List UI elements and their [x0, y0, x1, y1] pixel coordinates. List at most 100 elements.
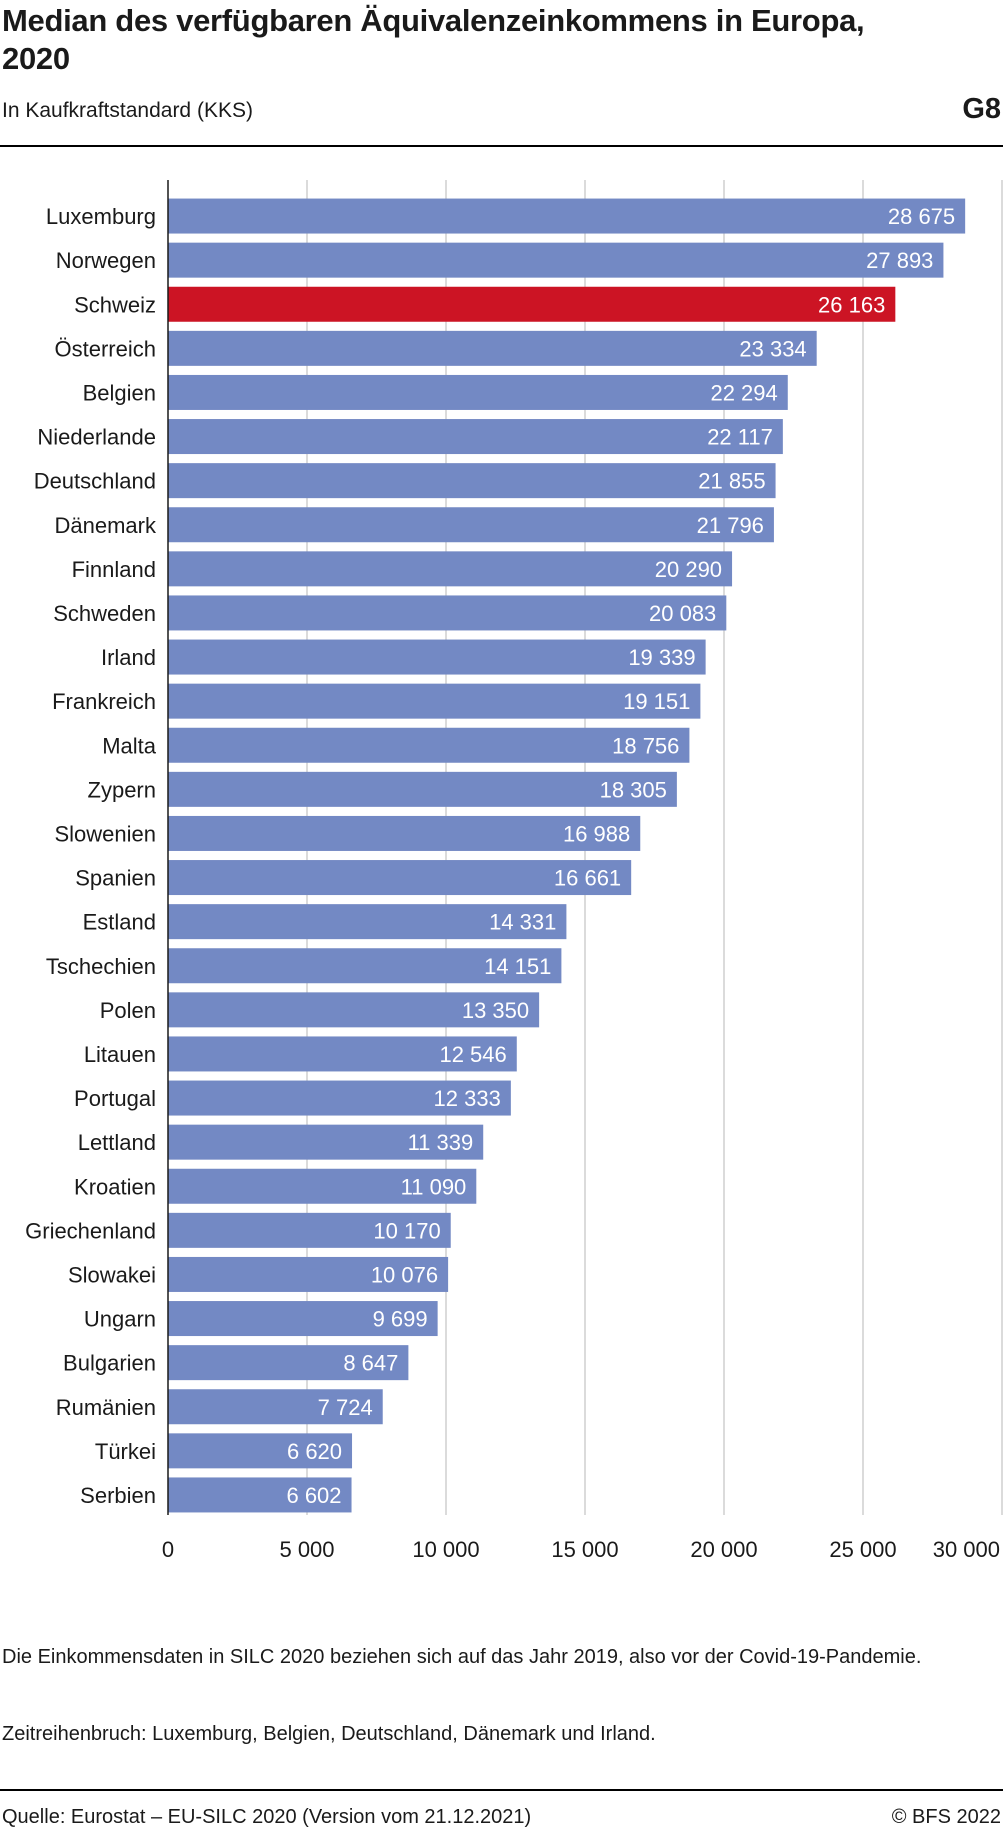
category-label: Irland	[101, 645, 156, 670]
category-label: Luxemburg	[46, 204, 156, 229]
value-label: 10 170	[373, 1218, 440, 1243]
bar-Bulgarien	[168, 1345, 409, 1381]
bar-Norwegen	[168, 242, 944, 278]
category-label: Dänemark	[55, 513, 157, 538]
bar-Griechenland	[168, 1212, 451, 1248]
bar-Portugal	[168, 1080, 511, 1116]
value-label: 10 076	[371, 1262, 438, 1287]
category-label: Schweiz	[74, 292, 156, 317]
category-label: Litauen	[84, 1042, 156, 1067]
category-label: Lettland	[78, 1130, 156, 1155]
category-label: Polen	[100, 998, 156, 1023]
bar-Zypern	[168, 771, 677, 807]
bar-Spanien	[168, 860, 632, 896]
category-label: Griechenland	[25, 1218, 156, 1243]
bar-Schweden	[168, 595, 727, 631]
bar-Malta	[168, 727, 690, 763]
bar-Luxemburg	[168, 198, 966, 234]
copyright-text: © BFS 2022	[891, 1806, 1001, 1828]
value-label: 23 334	[739, 336, 806, 361]
x-tick-label: 20 000	[690, 1537, 757, 1562]
x-tick-label: 25 000	[829, 1537, 896, 1562]
x-tick-label: 10 000	[412, 1537, 479, 1562]
bar-Kroatien	[168, 1168, 477, 1204]
category-label: Portugal	[74, 1086, 156, 1111]
x-tick-label: 5 000	[279, 1537, 334, 1562]
value-label: 9 699	[373, 1307, 428, 1332]
category-label: Tschechien	[46, 954, 156, 979]
category-label: Serbien	[80, 1483, 156, 1508]
note-covid: Die Einkommensdaten in SILC 2020 beziehe…	[2, 1646, 922, 1668]
value-label: 6 602	[286, 1483, 341, 1508]
category-label: Zypern	[88, 777, 156, 802]
bar-Schweiz	[168, 286, 896, 322]
category-label: Bulgarien	[63, 1351, 156, 1376]
value-label: 16 988	[563, 821, 630, 846]
value-label: 14 151	[484, 954, 551, 979]
bar-Finnland	[168, 551, 733, 587]
category-label: Finnland	[72, 557, 156, 582]
value-label: 11 339	[408, 1130, 474, 1155]
bar-Irland	[168, 639, 706, 675]
value-label: 20 083	[649, 601, 716, 626]
value-label: 13 350	[462, 998, 529, 1023]
note-timeseries-break: Zeitreihenbruch: Luxemburg, Belgien, Deu…	[2, 1723, 656, 1745]
value-label: 28 675	[888, 204, 955, 229]
bar-Serbien	[168, 1477, 352, 1513]
bar-Slowakei	[168, 1256, 449, 1292]
x-tick-label: 30 000	[933, 1537, 1000, 1562]
category-label: Österreich	[55, 336, 156, 361]
value-label: 21 796	[697, 513, 764, 538]
source-text: Quelle: Eurostat – EU-SILC 2020 (Version…	[2, 1806, 532, 1828]
bar-chart: Luxemburg 28 675 Norwegen 27 893 Schweiz 26 1…	[25, 180, 1003, 1562]
category-label: Niederlande	[37, 425, 156, 450]
value-label: 6 620	[287, 1439, 342, 1464]
chart-subtitle: In Kaufkraftstandard (KKS)	[2, 99, 253, 122]
value-label: 12 333	[434, 1086, 501, 1111]
category-label: Deutschland	[34, 469, 156, 494]
category-label: Spanien	[75, 866, 156, 891]
category-label: Slowakei	[68, 1262, 156, 1287]
value-label: 14 331	[489, 910, 556, 935]
category-label: Norwegen	[56, 248, 156, 273]
category-label: Türkei	[95, 1439, 156, 1464]
bar-Slowenien	[168, 815, 641, 851]
bar-Lettland	[168, 1124, 484, 1160]
category-label: Ungarn	[84, 1307, 156, 1332]
bar-Rumänien	[168, 1389, 383, 1425]
value-label: 27 893	[866, 248, 933, 273]
value-label: 7 724	[318, 1395, 373, 1420]
bar-Niederlande	[168, 419, 783, 455]
bar-Ungarn	[168, 1301, 438, 1337]
bar-Deutschland	[168, 463, 776, 499]
category-label: Schweden	[53, 601, 156, 626]
value-label: 22 117	[707, 425, 773, 450]
category-label: Rumänien	[56, 1395, 156, 1420]
bar-Litauen	[168, 1036, 517, 1072]
bar-Frankreich	[168, 683, 701, 719]
header-divider	[0, 145, 1003, 147]
value-label: 18 305	[600, 777, 667, 802]
value-label: 22 294	[710, 380, 777, 405]
bar-Polen	[168, 992, 540, 1028]
bar-Türkei	[168, 1433, 353, 1469]
category-label: Slowenien	[54, 821, 156, 846]
footer-divider	[0, 1789, 1003, 1791]
bar-Estland	[168, 904, 567, 940]
value-label: 8 647	[343, 1351, 398, 1376]
x-tick-label: 0	[162, 1537, 174, 1562]
category-label: Frankreich	[52, 689, 156, 714]
category-label: Kroatien	[74, 1174, 156, 1199]
value-label: 11 090	[401, 1174, 467, 1199]
value-label: 12 546	[439, 1042, 506, 1067]
value-label: 19 339	[628, 645, 695, 670]
category-label: Malta	[102, 733, 157, 758]
bar-Dänemark	[168, 507, 774, 543]
bar-Österreich	[168, 330, 817, 366]
value-label: 21 855	[698, 469, 765, 494]
value-label: 19 151	[623, 689, 690, 714]
bar-Belgien	[168, 374, 788, 410]
bar-Tschechien	[168, 948, 562, 984]
value-label: 20 290	[655, 557, 722, 582]
figure-number: G8	[962, 93, 1001, 125]
